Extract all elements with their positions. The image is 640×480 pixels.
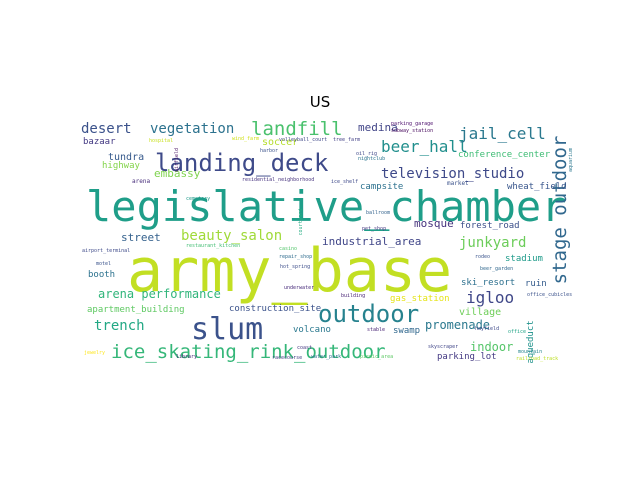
- word-residential-neighborhood: residential_neighborhood: [242, 177, 314, 183]
- word-ski-resort: ski_resort: [461, 278, 515, 288]
- word-junkyard: junkyard: [459, 235, 526, 251]
- word-mosque: mosque: [414, 217, 454, 230]
- word-building: building: [341, 293, 365, 299]
- word-subway-station: subway_station: [391, 128, 433, 134]
- word-office: office: [508, 329, 526, 335]
- word-medina: medina: [358, 121, 398, 134]
- word-stable: stable: [367, 327, 385, 333]
- word-oil-rig: oil_rig: [356, 151, 377, 157]
- word-cemetery: cemetery: [186, 196, 210, 202]
- word-army-base: army_base: [127, 236, 452, 306]
- word-underwater: underwater: [284, 285, 314, 291]
- word-landing-deck: landing_deck: [155, 149, 329, 177]
- word-ice-shelf: ice_shelf: [331, 179, 358, 185]
- word-mountain: mountain: [518, 349, 542, 355]
- word-courtyard: courtyard: [298, 208, 304, 235]
- word-coast: coast: [297, 345, 312, 351]
- word-hospital: hospital: [149, 138, 173, 144]
- word-television-studio: television_studio: [381, 166, 524, 182]
- word-conference-center: conference_center: [458, 150, 551, 160]
- word-office-cubicles: office_cubicles: [527, 292, 572, 298]
- word-restaurant-kitchen: restaurant_kitchen: [186, 243, 240, 249]
- word-indoor: indoor: [470, 340, 513, 354]
- word-ice-skating-rink-outdoor: ice_skating_rink_outdoor: [111, 341, 386, 363]
- word-wheat-field: wheat_field: [507, 182, 567, 192]
- word-embassy: embassy: [154, 167, 201, 180]
- word-jewelry: jewelry: [84, 350, 105, 356]
- word-booth: booth: [88, 270, 115, 280]
- word-rodeo: rodeo: [475, 254, 490, 260]
- word-tree-farm: tree_farm: [333, 137, 360, 143]
- word-highway: highway: [102, 161, 141, 171]
- word-landfill: landfill: [251, 118, 343, 140]
- word-trench: trench: [94, 318, 145, 334]
- word-street: street: [121, 231, 161, 244]
- word-wind-farm: wind_farm: [232, 136, 259, 142]
- word-vegetation: vegetation: [150, 121, 234, 137]
- word-library: library: [176, 354, 197, 360]
- word-industrial-area: industrial_area: [322, 235, 421, 248]
- word-apartment-building: apartment_building: [87, 305, 185, 315]
- word-harbor: harbor: [260, 148, 278, 154]
- word-railroad-track: railroad_track: [516, 356, 558, 362]
- word-airfield: airfield: [174, 148, 180, 172]
- word-tundra: tundra: [108, 152, 144, 163]
- word-market: market: [447, 180, 469, 187]
- word-skyscraper: skyscraper: [428, 344, 458, 350]
- word-parking-garage: parking_garage: [391, 121, 433, 127]
- word-casino: casino: [279, 246, 297, 252]
- word-volleyball-court: volleyball_court: [279, 137, 327, 143]
- word-promenade: promenade: [425, 318, 490, 332]
- word-airport-terminal: airport_terminal: [82, 248, 130, 254]
- word-ballroom: ballroom: [366, 210, 390, 216]
- word-picnic-area: picnic_area: [360, 354, 393, 360]
- word-outdoor: outdoor: [318, 300, 419, 328]
- word-bazaar: bazaar: [83, 137, 116, 147]
- word-motel: motel: [96, 261, 111, 267]
- word-hot-spring: hot_spring: [280, 264, 310, 270]
- word-aquarium: aquarium: [568, 148, 574, 172]
- word-stadium: stadium: [505, 254, 543, 264]
- word-igloo: igloo: [466, 288, 514, 307]
- word-water-park: water_park: [311, 354, 341, 360]
- word-aqueduct: aqueduct: [526, 320, 536, 363]
- word-racecourse: racecourse: [272, 355, 302, 361]
- word-jail-cell: jail_cell: [459, 124, 546, 143]
- word-parking-lot: parking_lot: [437, 352, 497, 362]
- word-pet-shop: pet_shop: [362, 226, 386, 232]
- word-desert: desert: [81, 121, 132, 137]
- word-legislative-chamber: legislative_chamber: [86, 182, 566, 231]
- word-repair-shop: repair_shop: [279, 254, 312, 260]
- word-arena: arena: [132, 178, 150, 185]
- word-gas-station: gas_station: [390, 294, 450, 304]
- word-nightclub: nightclub: [358, 156, 385, 162]
- word-arena-performance: arena performance: [98, 287, 221, 301]
- word-swamp: swamp: [393, 326, 420, 336]
- word-soccer: soccer: [262, 137, 298, 148]
- word-construction-site: construction_site: [229, 304, 321, 314]
- word-beauty-salon: beauty_salon: [181, 228, 282, 244]
- word-volcano: volcano: [293, 325, 331, 335]
- wordcloud-title: US: [309, 93, 331, 111]
- word-stage-outdoor: stage outdoor: [549, 136, 571, 285]
- word-village: village: [459, 307, 501, 318]
- word-slum: slum: [191, 312, 263, 347]
- word-beer-garden: beer_garden: [480, 266, 513, 272]
- word-campsite: campsite: [360, 182, 403, 192]
- word-hayfield: hayfield: [475, 326, 499, 332]
- word-forest-road: forest_road: [460, 221, 520, 231]
- word-ruin: ruin: [525, 279, 547, 289]
- word-beer-hall: beer_hall: [381, 137, 468, 156]
